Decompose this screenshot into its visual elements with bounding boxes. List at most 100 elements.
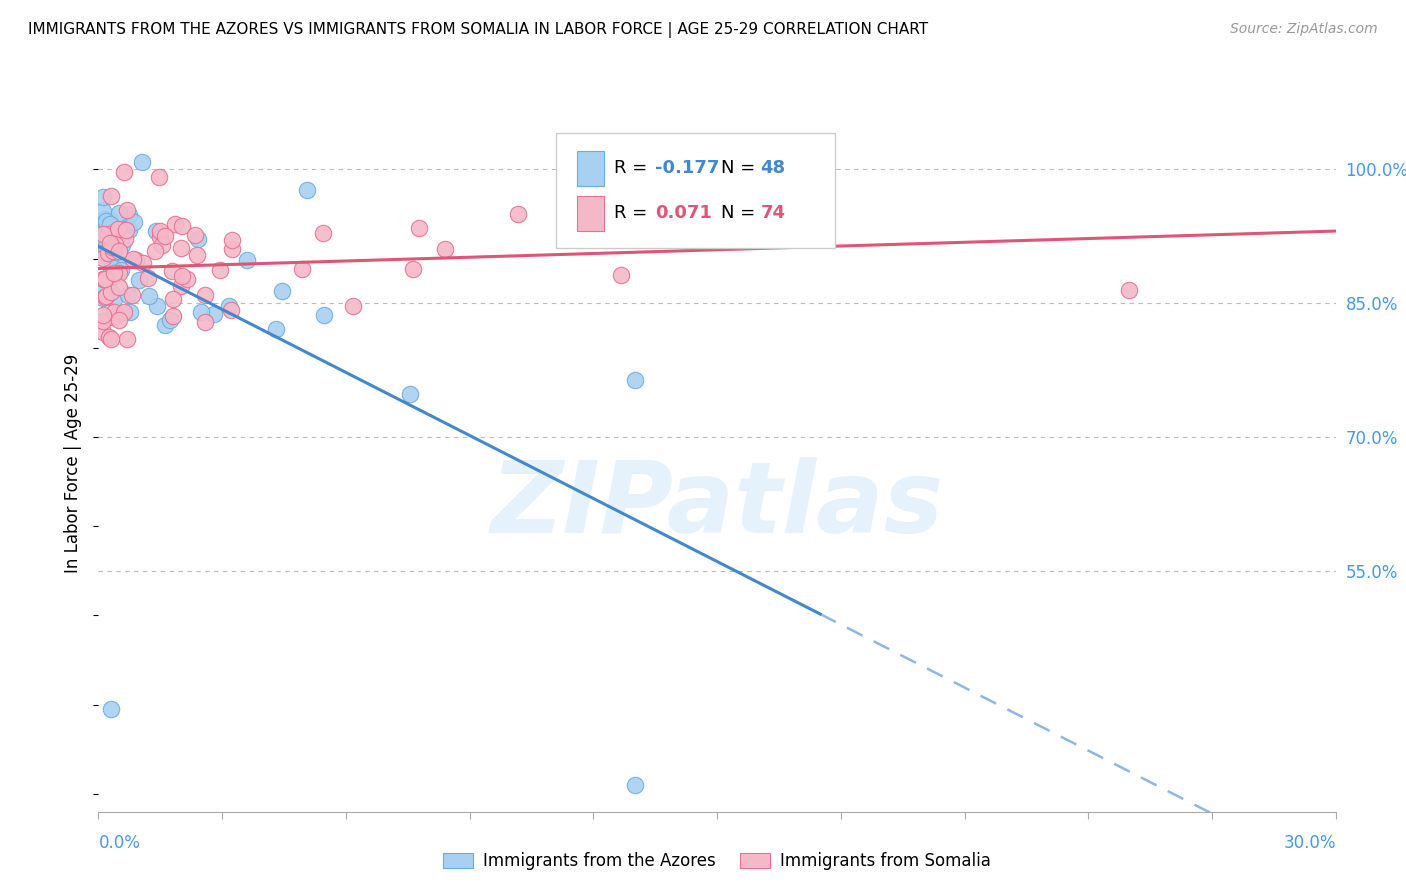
Point <box>115 332 138 346</box>
Point <box>148 224 170 238</box>
Point <box>190 304 212 318</box>
Y-axis label: In Labor Force | Age 25-29: In Labor Force | Age 25-29 <box>65 354 83 574</box>
Point <box>103 260 125 275</box>
Point <box>184 227 207 242</box>
Point <box>100 332 122 346</box>
Point <box>94 223 117 237</box>
Point <box>103 292 125 306</box>
Text: 48: 48 <box>761 159 786 178</box>
Point <box>91 251 114 265</box>
Point <box>103 305 125 319</box>
Point <box>124 215 146 229</box>
Point <box>100 243 122 257</box>
Text: ZIPatlas: ZIPatlas <box>491 457 943 554</box>
Point <box>93 204 115 219</box>
Point <box>107 313 129 327</box>
Point <box>187 232 209 246</box>
Point <box>100 189 122 203</box>
Point <box>623 778 645 792</box>
Point <box>111 238 134 252</box>
Point <box>101 310 124 324</box>
Point <box>160 264 183 278</box>
Point <box>172 268 194 283</box>
Point <box>176 272 198 286</box>
Point <box>94 288 117 302</box>
Point <box>98 252 121 266</box>
Point <box>111 222 134 236</box>
Point <box>202 307 225 321</box>
Text: 0.071: 0.071 <box>655 204 711 222</box>
Point <box>91 291 114 305</box>
Point <box>118 305 141 319</box>
Point <box>236 253 259 268</box>
Point <box>408 221 430 235</box>
Point <box>506 207 529 221</box>
Point <box>221 233 243 247</box>
Point <box>93 212 115 227</box>
Text: 0.0%: 0.0% <box>98 834 141 852</box>
Point <box>150 238 173 252</box>
Point <box>1118 283 1140 297</box>
Point <box>98 217 121 231</box>
Point <box>209 262 232 277</box>
Point <box>145 224 167 238</box>
Point <box>219 302 242 317</box>
Point <box>434 242 457 256</box>
Point <box>96 239 118 253</box>
Point <box>145 244 167 258</box>
Point <box>101 244 124 259</box>
Point <box>148 170 170 185</box>
Point <box>98 236 121 251</box>
Point <box>91 314 114 328</box>
Point <box>100 285 122 299</box>
Point <box>153 229 176 244</box>
Point <box>105 254 128 268</box>
Point <box>108 266 131 280</box>
Point <box>218 299 240 313</box>
Point <box>121 287 143 301</box>
Point <box>117 287 139 301</box>
Point <box>94 214 117 228</box>
Point <box>163 217 186 231</box>
Point <box>186 247 208 261</box>
Point <box>100 213 122 227</box>
Point <box>146 300 169 314</box>
Point <box>114 232 136 246</box>
Point <box>98 330 121 344</box>
Point <box>610 268 633 282</box>
Point <box>583 189 606 203</box>
Text: N =: N = <box>721 159 761 178</box>
Point <box>117 208 139 222</box>
Point <box>93 235 115 250</box>
Point <box>153 318 176 332</box>
Point <box>107 221 129 235</box>
Point <box>623 373 645 387</box>
Text: IMMIGRANTS FROM THE AZORES VS IMMIGRANTS FROM SOMALIA IN LABOR FORCE | AGE 25-29: IMMIGRANTS FROM THE AZORES VS IMMIGRANTS… <box>28 22 928 38</box>
FancyBboxPatch shape <box>557 134 835 248</box>
Point <box>295 183 318 197</box>
Point <box>312 226 335 240</box>
Point <box>97 227 120 241</box>
Text: 30.0%: 30.0% <box>1284 834 1336 852</box>
Point <box>162 309 184 323</box>
Point <box>94 245 117 260</box>
Text: R =: R = <box>614 204 654 222</box>
Point <box>132 256 155 270</box>
Point <box>124 252 146 267</box>
Point <box>97 246 120 260</box>
Point <box>398 386 420 401</box>
Point <box>342 299 364 313</box>
Point <box>94 272 117 286</box>
Point <box>118 223 141 237</box>
Point <box>114 223 136 237</box>
Point <box>128 273 150 287</box>
Point <box>91 279 114 293</box>
Point <box>115 203 138 218</box>
Point <box>107 205 129 219</box>
Point <box>170 279 193 293</box>
Point <box>94 212 117 227</box>
Point <box>100 240 122 254</box>
Point <box>108 279 131 293</box>
Point <box>112 305 135 319</box>
Text: R =: R = <box>614 159 654 178</box>
